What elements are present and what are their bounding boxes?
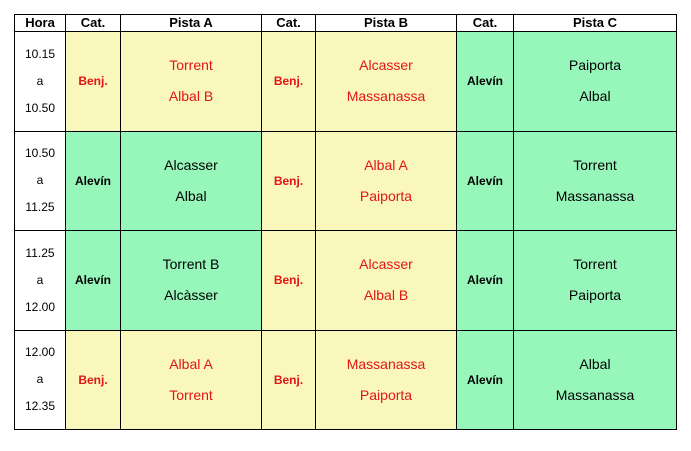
team-name: Torrent — [573, 156, 617, 173]
team-name: Massanassa — [346, 88, 426, 105]
team-name: Torrent — [169, 57, 213, 74]
match-cell: Albal Massanassa — [513, 329, 677, 430]
table-row: 12.00 a 12.35 Benj. Albal A Torrent Benj… — [14, 329, 677, 430]
category-cell: Benj. — [65, 31, 121, 132]
team-name: Albal A — [364, 156, 408, 173]
match-cell: Torrent Paiporta — [513, 230, 677, 331]
time-end: 12.00 — [24, 299, 56, 314]
match-cell: Paiporta Albal — [513, 31, 677, 132]
time-end: 12.35 — [24, 399, 56, 414]
match-cell: Massanassa Paiporta — [315, 329, 457, 430]
match-cell: Alcasser Albal B — [315, 230, 457, 331]
time-start: 10.15 — [24, 46, 56, 61]
time-end: 10.50 — [24, 100, 56, 115]
match-cell: Torrent Albal B — [120, 31, 262, 132]
match-cell: Torrent B Alcàsser — [120, 230, 262, 331]
category-cell: Benj. — [261, 230, 316, 331]
category-cell: Alevín — [456, 31, 514, 132]
team-name: Paiporta — [359, 187, 413, 204]
header-row: Hora Cat. Pista A Cat. Pista B Cat. Pist… — [14, 14, 677, 32]
time-cell: 10.15 a 10.50 — [14, 31, 66, 132]
time-cell: 11.25 a 12.00 — [14, 230, 66, 331]
match-cell: Albal A Torrent — [120, 329, 262, 430]
time-separator: a — [36, 272, 44, 287]
time-start: 10.50 — [24, 146, 56, 161]
category-cell: Alevín — [65, 130, 121, 231]
header-pista-c: Pista C — [513, 14, 677, 32]
team-name: Paiporta — [568, 287, 622, 304]
header-cat: Cat. — [65, 14, 121, 32]
team-name: Paiporta — [359, 386, 413, 403]
category-cell: Benj. — [65, 329, 121, 430]
team-name: Massanassa — [555, 386, 635, 403]
time-cell: 12.00 a 12.35 — [14, 329, 66, 430]
category-cell: Alevín — [456, 329, 514, 430]
header-hora: Hora — [14, 14, 66, 32]
category-cell: Benj. — [261, 329, 316, 430]
team-name: Torrent B — [162, 256, 220, 273]
team-name: Albal A — [169, 355, 213, 372]
match-cell: Torrent Massanassa — [513, 130, 677, 231]
time-start: 12.00 — [24, 345, 56, 360]
table-row: 10.15 a 10.50 Benj. Torrent Albal B Benj… — [14, 31, 677, 132]
schedule-table: Hora Cat. Pista A Cat. Pista B Cat. Pist… — [14, 14, 677, 430]
match-cell: Alcasser Albal — [120, 130, 262, 231]
match-cell: Alcasser Massanassa — [315, 31, 457, 132]
header-cat: Cat. — [456, 14, 514, 32]
team-name: Alcasser — [359, 256, 413, 273]
category-cell: Benj. — [261, 31, 316, 132]
team-name: Alcasser — [359, 57, 413, 74]
category-cell: Alevín — [65, 230, 121, 331]
time-separator: a — [36, 372, 44, 387]
team-name: Albal — [579, 355, 611, 372]
time-start: 11.25 — [25, 245, 55, 260]
time-separator: a — [36, 173, 44, 188]
header-cat: Cat. — [261, 14, 316, 32]
time-cell: 10.50 a 11.25 — [14, 130, 66, 231]
table-row: 11.25 a 12.00 Alevín Torrent B Alcàsser … — [14, 230, 677, 331]
team-name: Massanassa — [346, 355, 426, 372]
category-cell: Alevín — [456, 130, 514, 231]
match-cell: Albal A Paiporta — [315, 130, 457, 231]
header-pista-b: Pista B — [315, 14, 457, 32]
header-pista-a: Pista A — [120, 14, 262, 32]
team-name: Albal B — [168, 88, 214, 105]
team-name: Albal B — [363, 287, 409, 304]
team-name: Paiporta — [568, 57, 622, 74]
team-name: Torrent — [573, 256, 617, 273]
time-separator: a — [36, 73, 44, 88]
table-row: 10.50 a 11.25 Alevín Alcasser Albal Benj… — [14, 130, 677, 231]
team-name: Alcasser — [164, 156, 218, 173]
category-cell: Benj. — [261, 130, 316, 231]
time-end: 11.25 — [25, 200, 55, 215]
category-cell: Alevín — [456, 230, 514, 331]
team-name: Albal — [579, 88, 611, 105]
team-name: Alcàsser — [164, 287, 218, 304]
team-name: Torrent — [169, 386, 213, 403]
team-name: Albal — [175, 187, 207, 204]
team-name: Massanassa — [555, 187, 635, 204]
